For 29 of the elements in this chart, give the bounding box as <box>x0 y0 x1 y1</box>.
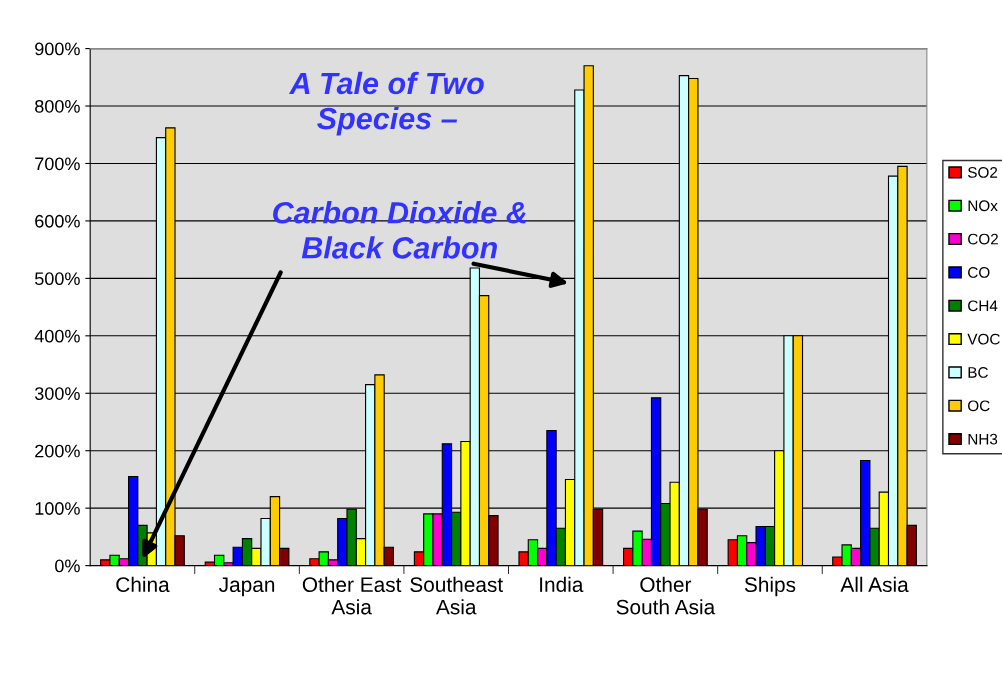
legend-label: CH4 <box>968 300 998 312</box>
annotation: A Tale of Two Species – <box>288 71 484 136</box>
y-tick-label: 300% <box>34 387 80 400</box>
y-tick-label: 600% <box>35 214 80 228</box>
x-tick-label: China <box>116 576 170 593</box>
y-tick-label: 0% <box>55 559 80 573</box>
y-tick-label: 900% <box>35 42 80 56</box>
x-tick-label: Southeast Asia <box>410 576 503 615</box>
y-tick-label: 700% <box>35 157 80 171</box>
x-tick-label: India <box>540 576 584 593</box>
legend-label: NH3 <box>968 433 998 445</box>
x-tick-label: Other South Asia <box>616 576 716 615</box>
annotation: Carbon Dioxide & Black Carbon <box>273 201 526 259</box>
y-tick-label: 400% <box>34 329 80 343</box>
legend-label: BC <box>968 367 988 378</box>
legend-label: SO2 <box>967 167 998 178</box>
y-tick-label: 500% <box>35 272 80 286</box>
x-tick-label: Japan <box>219 577 275 597</box>
legend-label: NOx <box>968 200 998 212</box>
legend-label: OC <box>968 400 990 412</box>
y-tick-label: 800% <box>35 99 80 113</box>
x-tick-label: All Asia <box>840 576 909 593</box>
x-tick-label: Other East Asia <box>302 576 402 615</box>
legend-label: CO <box>968 267 990 278</box>
x-tick-label: Ships <box>744 576 796 597</box>
legend-label: CO2 <box>968 233 998 245</box>
y-tick-label: 100% <box>35 502 80 515</box>
y-tick-label: 200% <box>35 444 80 458</box>
legend-label: VOC <box>967 333 1000 345</box>
